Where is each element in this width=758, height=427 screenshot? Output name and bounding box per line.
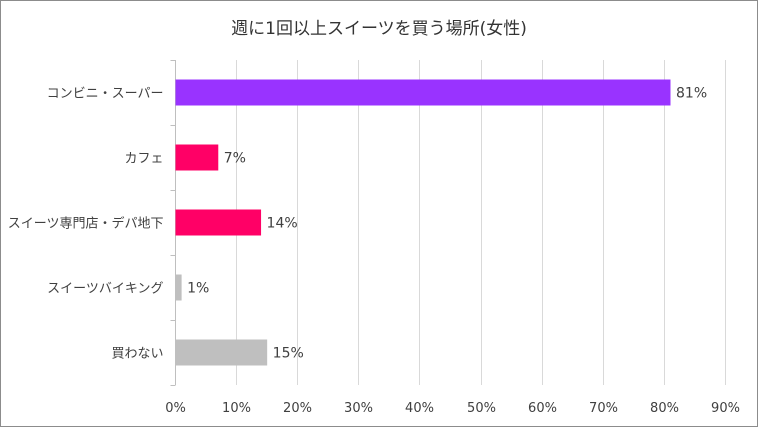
x-tick-label: 30% bbox=[344, 401, 373, 416]
x-tick-label: 60% bbox=[528, 401, 557, 416]
x-tick-label: 90% bbox=[711, 401, 740, 416]
bar bbox=[175, 79, 671, 106]
bar bbox=[175, 209, 262, 236]
axes bbox=[170, 60, 176, 386]
x-tick-label: 20% bbox=[283, 401, 312, 416]
x-tick-label: 0% bbox=[165, 401, 186, 416]
category-label: コンビニ・スーパー bbox=[47, 87, 164, 102]
data-label: 7% bbox=[224, 151, 246, 167]
x-tick-label: 10% bbox=[222, 401, 251, 416]
data-label: 1% bbox=[187, 281, 209, 297]
bar bbox=[175, 274, 182, 301]
category-label: スイーツ専門店・デパ地下 bbox=[8, 216, 164, 232]
category-label: カフェ bbox=[124, 152, 163, 167]
bars bbox=[175, 79, 671, 366]
labels: 0% 10% 20% 30% 40% 50% 60% 70% 80% 90% 81% コンビニ・スーパ… bbox=[8, 86, 740, 417]
data-label: 14% bbox=[267, 216, 298, 232]
bar bbox=[175, 339, 268, 366]
x-tick-label: 50% bbox=[467, 401, 496, 416]
category-label: 買わない bbox=[111, 347, 163, 362]
x-tick-label: 80% bbox=[650, 401, 679, 416]
category-label: スイーツバイキング bbox=[47, 282, 163, 297]
data-label: 15% bbox=[273, 346, 304, 362]
gridlines bbox=[236, 60, 726, 385]
x-tick-label: 40% bbox=[405, 401, 434, 416]
x-tick-label: 70% bbox=[589, 401, 618, 416]
chart-title: 週に1回以上スイーツを買う場所(女性) bbox=[231, 19, 527, 39]
bar bbox=[175, 144, 219, 171]
data-label: 81% bbox=[676, 86, 707, 102]
